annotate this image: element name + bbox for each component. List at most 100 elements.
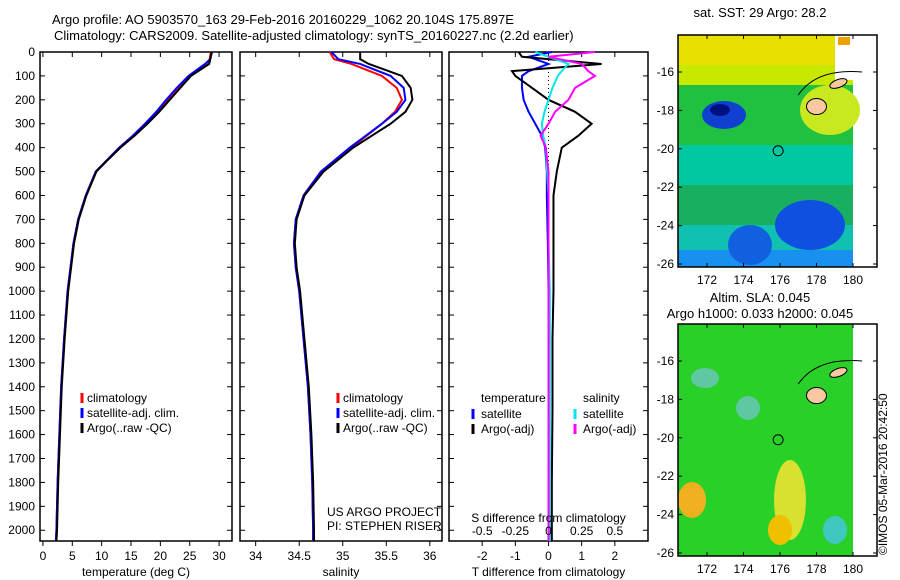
x-tick-label: 10 [95,549,109,563]
map-y-tick-label: -20 [657,431,675,445]
map-x-tick-label: 174 [733,562,753,576]
y-tick-label: 400 [15,141,35,155]
legend-label: Argo(-adj) [583,422,636,436]
x-tick-label: 15 [124,549,138,563]
reef-outline [797,71,863,96]
x2-tick-label: 0 [545,524,552,538]
sla-high [768,515,792,545]
x-tick-label: -2 [477,549,488,563]
y-tick-label: 1600 [8,428,35,442]
x2-tick-label: 0.5 [606,524,623,538]
x-tick-label: 36 [423,549,437,563]
y-tick-label: 1200 [8,332,35,346]
y-tick-label: 700 [15,212,35,226]
y-tick-label: 1700 [8,452,35,466]
series-line-climatology [54,51,212,542]
map-x-tick-label: 176 [770,562,790,576]
y-tick-label: 600 [15,188,35,202]
series-line-s-argo--adj- [539,51,597,541]
map-x-tick-label: 174 [733,273,753,287]
legend-title-temperature: temperature [481,391,546,405]
legend-label: climatology [343,391,403,405]
y-tick-label: 100 [15,69,35,83]
legend-label: satellite [583,407,624,421]
sla-low [823,516,847,544]
series-line-satellite-adj--clim- [54,51,214,542]
reef-outline [797,360,863,385]
map-frame [677,34,878,268]
y-tick-label: 0 [28,45,35,59]
x-tick-label: 35.5 [375,549,399,563]
plot-frame-temperature [39,51,233,542]
warm-pixel [838,37,850,45]
map-band [678,65,853,85]
series-line-climatology [292,51,404,541]
x-tick-label: 0 [40,549,47,563]
map-x-tick-label: 180 [843,562,863,576]
sla-high [678,482,706,518]
y-tick-label: 800 [15,236,35,250]
y-tick-label: 1800 [8,475,35,489]
map-y-tick-label: -22 [657,469,675,483]
fiji-viti-levu [806,98,827,116]
x2-axis-label: S difference from climatology [471,511,626,525]
y-tick-label: 300 [15,117,35,131]
legend-title-salinity: salinity [583,391,620,405]
series-line-s-satellite [534,51,571,541]
x2-tick-label: -0.25 [502,524,530,538]
x-tick-label: 30 [212,549,226,563]
fiji-vanua-levu [829,78,848,89]
series-line-t-argo--adj- [510,51,602,541]
x-axis-label: salinity [323,565,360,579]
project-line1: US ARGO PROJECT [327,505,442,519]
legend-label: Argo(-adj) [481,422,534,436]
map-y-tick-label: -26 [657,546,675,560]
map-y-tick-label: -22 [657,180,675,194]
map-x-tick-label: 178 [806,273,826,287]
argo-position-marker [772,434,784,446]
argo-position-marker [772,145,784,157]
map-x-tick-label: 172 [697,273,717,287]
legend-label: satellite [481,407,522,421]
project-line2: PI: STEPHEN RISER [327,519,442,533]
legend-label: satellite-adj. clim. [343,406,435,420]
map-y-tick-label: -18 [657,103,675,117]
title-line1: Argo profile: AO 5903570_163 29-Feb-2016… [52,12,514,27]
y-tick-label: 1300 [8,356,35,370]
x-tick-label: 1 [578,549,585,563]
map-y-tick-label: -24 [657,508,675,522]
sla-low [691,368,719,388]
warm-patch [800,85,860,135]
map-y-tick-label: -24 [657,219,675,233]
y-tick-label: 1400 [8,380,35,394]
sst-map-title: sat. SST: 29 Argo: 28.2 [693,5,827,20]
x-axis-label: T difference from climatology [472,565,626,579]
fiji-viti-levu [806,387,827,405]
legend-label: Argo(..raw -QC) [87,421,172,435]
series-line-argo---raw--qc- [293,52,414,541]
sla-map-title1: Altim. SLA: 0.045 [709,290,811,305]
map-bg-field [678,324,853,556]
title-line2: Climatology: CARS2009. Satellite-adjuste… [54,28,574,43]
y-tick-label: 2000 [8,523,35,537]
x-tick-label: 2 [611,549,618,563]
y-tick-label: 900 [15,260,35,274]
cold-core [710,104,730,116]
x-tick-label: 34.5 [288,549,312,563]
map-y-tick-label: -26 [657,257,675,271]
y-tick-label: 1100 [9,308,35,322]
map-y-tick-label: -20 [657,142,675,156]
x2-tick-label: 0.25 [570,524,594,538]
legend-label: climatology [87,391,147,405]
cold-patch [775,200,845,250]
y-tick-label: 1900 [8,499,35,513]
x-tick-label: -1 [510,549,521,563]
y-tick-label: 200 [15,93,35,107]
sla-low [736,396,760,420]
map-frame [677,323,878,557]
map-y-tick-label: -18 [657,392,675,406]
map-band [678,145,853,185]
series-line-argo---raw--qc- [55,51,213,542]
